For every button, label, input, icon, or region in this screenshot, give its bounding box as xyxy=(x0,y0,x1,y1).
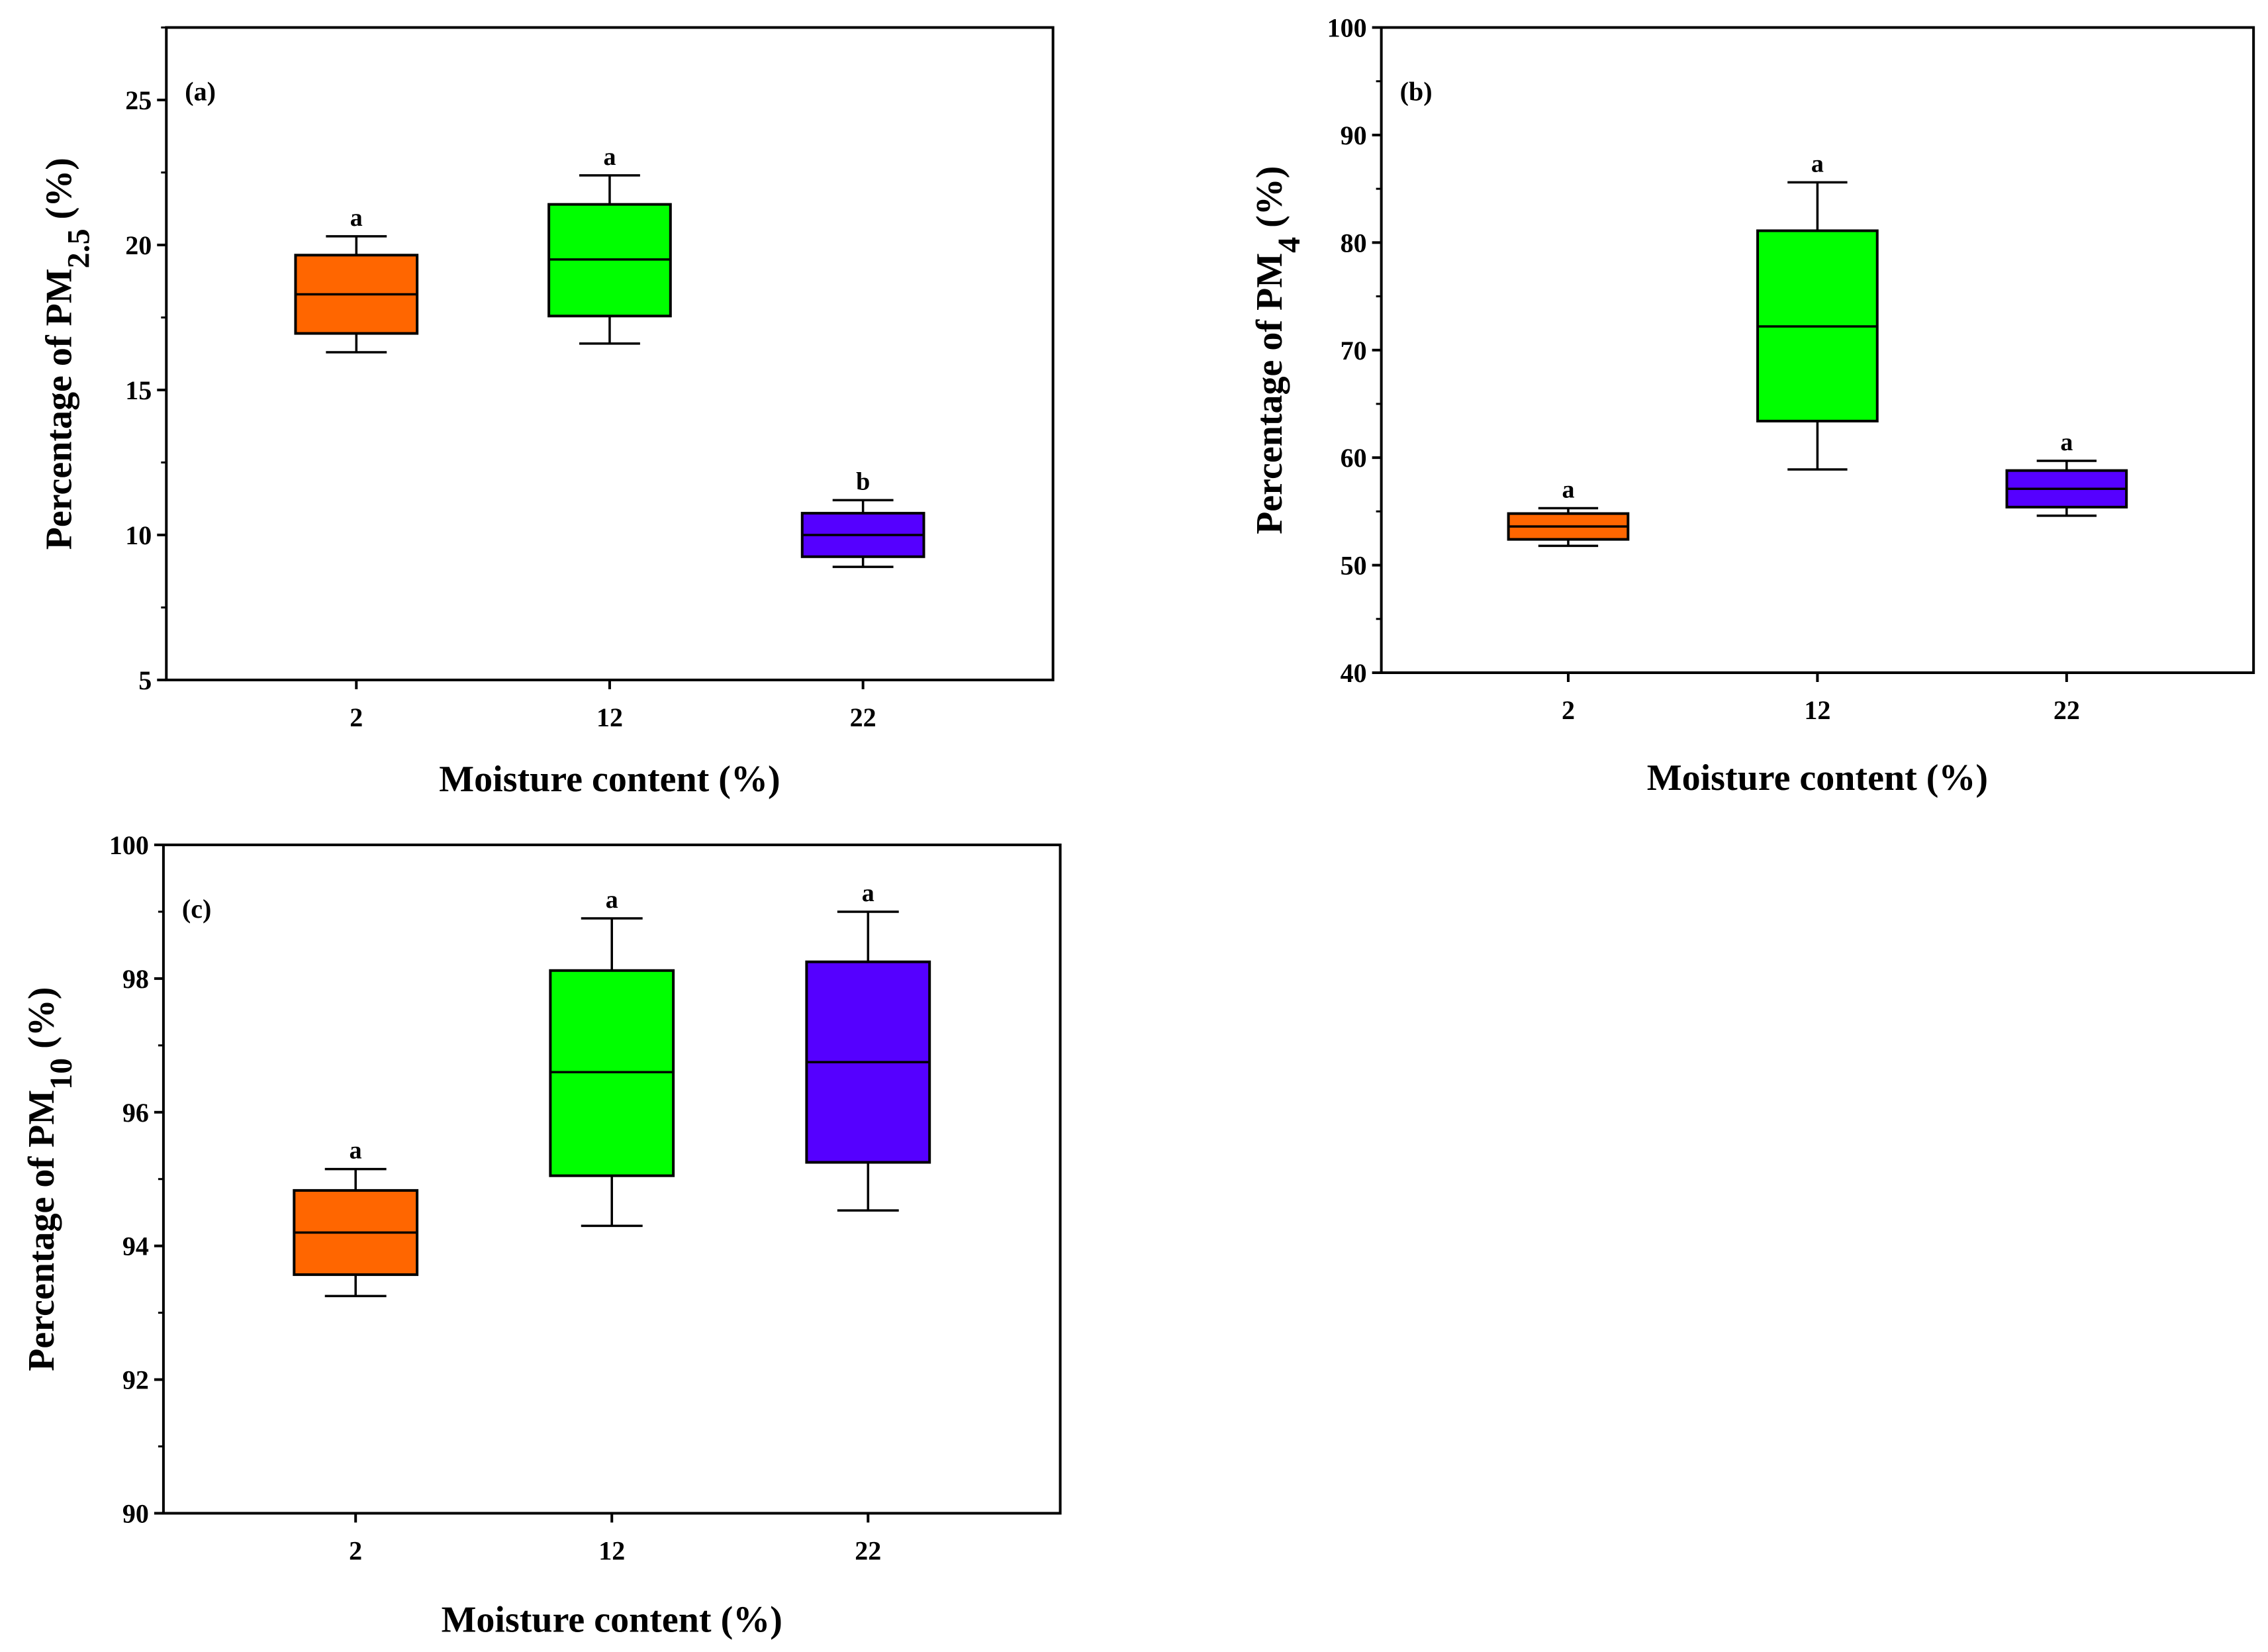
chart-b-significance-letter: a xyxy=(1811,150,1824,177)
chart-b-ytick-label: 100 xyxy=(1327,13,1367,43)
chart-c-ylabel-suffix: (%) xyxy=(21,987,62,1058)
chart-a-ylabel-prefix: Percentage of PM xyxy=(38,268,79,550)
chart-b-ytick-label: 70 xyxy=(1341,336,1367,365)
chart-c-ytick-label: 98 xyxy=(122,964,149,994)
chart-a-xlabel: Moisture content (%) xyxy=(439,759,780,800)
chart-c-box-12: 12 a xyxy=(549,886,675,1565)
chart-a-ytick-label: 10 xyxy=(125,520,152,550)
chart-a-ytick-label: 25 xyxy=(125,85,152,115)
chart-c-significance-letter: a xyxy=(350,1137,362,1165)
chart-b-ylabel: Percentage of PM4 (%) xyxy=(1249,166,1307,534)
chart-b-box-22: 22 a xyxy=(2005,428,2128,725)
chart-a-significance-letter: a xyxy=(350,204,363,232)
chart-c-ylabel-prefix: Percentage of PM xyxy=(21,1090,62,1371)
chart-a-ylabel: Percentage of PM2.5 (%) xyxy=(38,158,95,550)
chart-b-significance-letter: a xyxy=(1562,476,1574,504)
chart-b-panel-label: (b) xyxy=(1400,77,1433,107)
chart-a-ytick-label: 20 xyxy=(125,230,152,260)
chart-a-xtick-label: 22 xyxy=(850,703,876,732)
chart-b-xtick-label: 22 xyxy=(2054,695,2080,725)
chart-a-ylabel-subscript: 2.5 xyxy=(61,228,96,268)
chart-a-box-12: 12 a xyxy=(547,143,672,732)
chart-c-panel-label: (c) xyxy=(182,894,211,924)
chart-b-ytick-label: 90 xyxy=(1341,121,1367,150)
chart-b-ytick-label: 80 xyxy=(1341,228,1367,258)
chart-b-box-12: 12 a xyxy=(1756,150,1879,725)
chart-c-xlabel: Moisture content (%) xyxy=(442,1600,782,1641)
chart-a-ytick-label: 15 xyxy=(125,375,152,405)
chart-c-ytick-label: 100 xyxy=(109,830,149,860)
chart-c-box-22: 22 a xyxy=(805,879,931,1565)
chart-a-xtick-label: 12 xyxy=(596,703,623,732)
chart-b-significance-letter: a xyxy=(2060,428,2073,456)
chart-a-box-22: 22 b xyxy=(800,467,925,732)
chart-a-box-2: 2a xyxy=(294,204,419,732)
chart-a-xtick-label: 2 xyxy=(350,703,363,732)
chart-b-xtick-label: 2 xyxy=(1562,695,1575,725)
chart-b-ytick-label: 60 xyxy=(1341,443,1367,473)
chart-c-ylabel: Percentage of PM10 (%) xyxy=(21,987,79,1371)
chart-a-significance-letter: a xyxy=(603,143,616,171)
chart-c-ytick-label: 92 xyxy=(122,1365,149,1395)
chart-c-xtick-label: 22 xyxy=(855,1535,881,1565)
chart-b-ylabel-prefix: Percentage of PM xyxy=(1249,253,1290,534)
chart-c-box-2: 2a xyxy=(293,1137,419,1565)
chart-c-significance-letter: a xyxy=(606,886,618,914)
chart-b-box-2: 2a xyxy=(1507,476,1630,725)
chart-c-xtick-label: 12 xyxy=(598,1535,625,1565)
chart-c-ytick-label: 96 xyxy=(122,1098,149,1128)
chart-b-ylabel-subscript: 4 xyxy=(1272,237,1307,253)
chart-b-ylabel-suffix: (%) xyxy=(1249,166,1290,237)
chart-a-ylabel-suffix: (%) xyxy=(38,158,79,228)
chart-b-xlabel: Moisture content (%) xyxy=(1647,757,1988,799)
chart-a-significance-letter: b xyxy=(856,467,870,495)
chart-c-ylabel-subscript: 10 xyxy=(44,1058,79,1090)
chart-c-significance-letter: a xyxy=(862,879,874,907)
chart-a-panel-label: (a) xyxy=(185,77,216,107)
chart-a-ytick-label: 5 xyxy=(138,665,152,695)
chart-c-ytick-label: 94 xyxy=(122,1232,149,1261)
chart-b-xtick-label: 12 xyxy=(1804,695,1830,725)
chart-b-ytick-label: 40 xyxy=(1341,658,1367,688)
chart-b-ytick-label: 50 xyxy=(1341,551,1367,581)
chart-c-ytick-label: 90 xyxy=(122,1498,149,1528)
chart-c-xtick-label: 2 xyxy=(349,1535,362,1565)
